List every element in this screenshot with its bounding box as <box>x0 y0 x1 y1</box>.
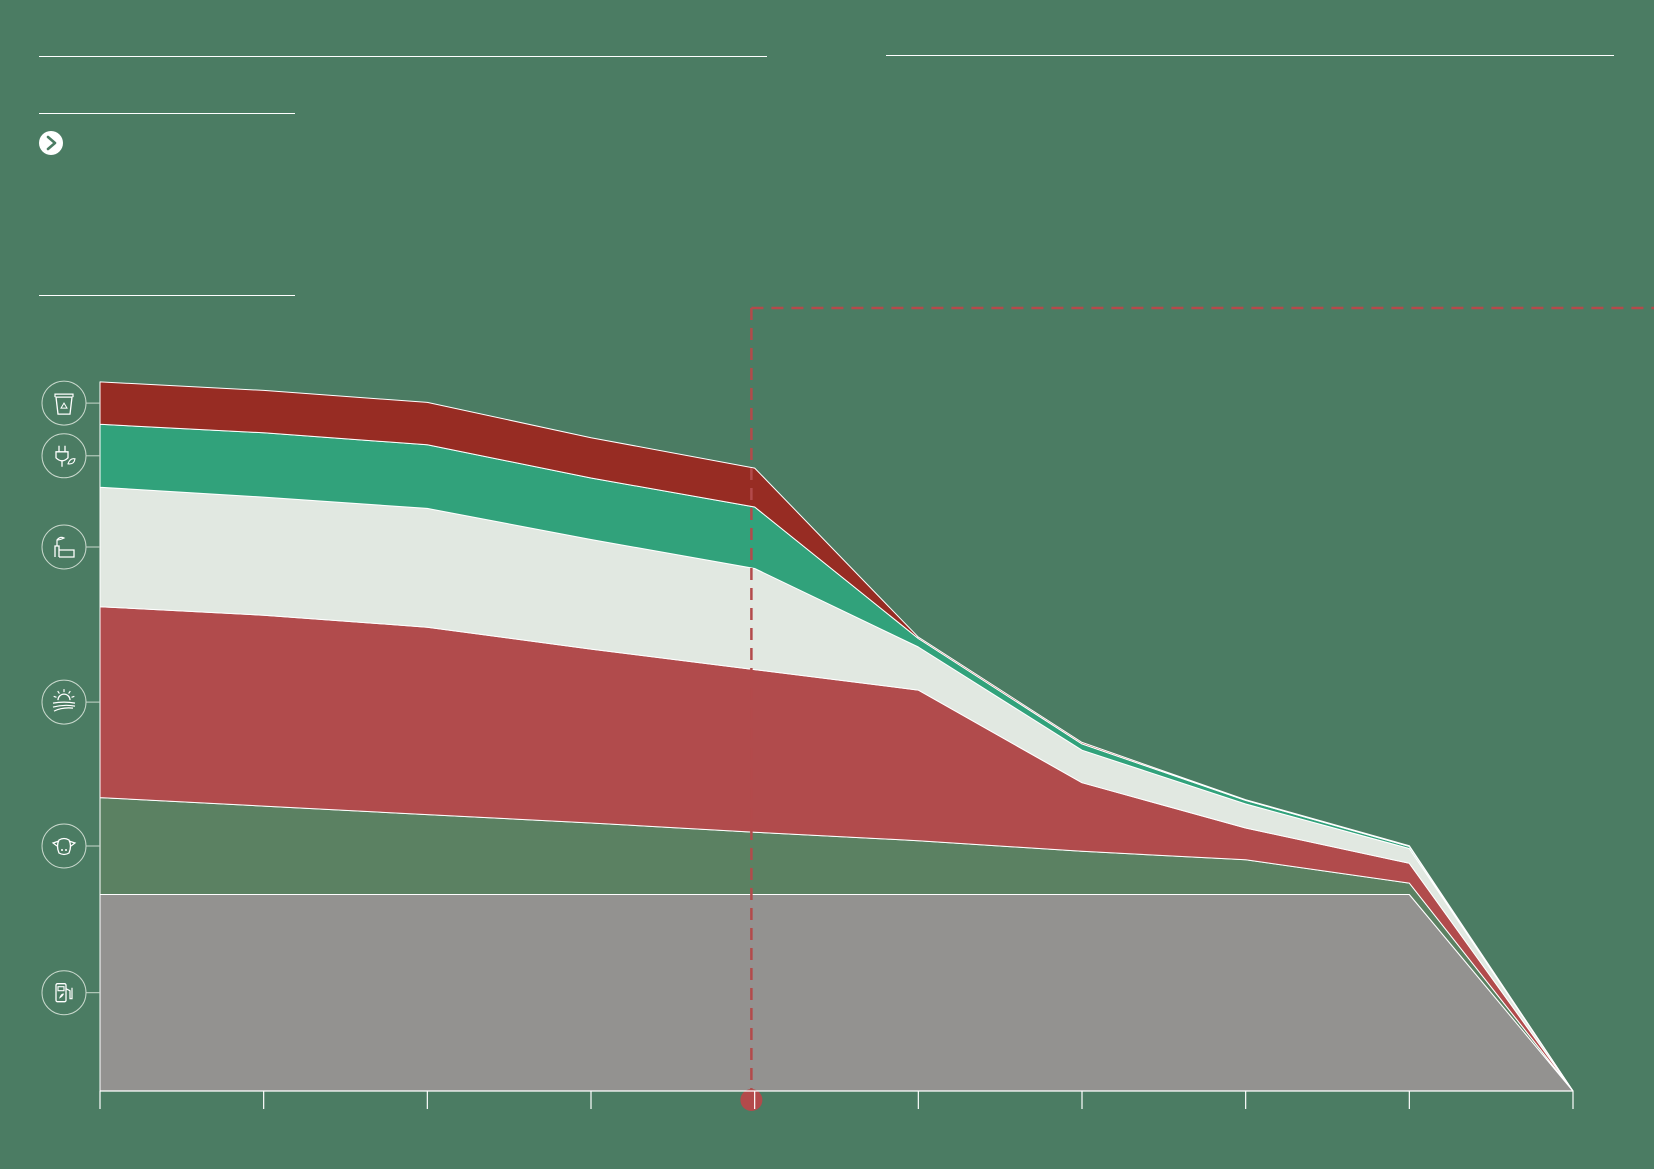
farmland-sun-icon <box>41 679 100 725</box>
recycle-bin-icon <box>41 380 100 426</box>
chevron-right-circle-icon[interactable] <box>39 131 63 155</box>
x-axis <box>99 1090 1574 1109</box>
legend-icons <box>41 380 100 1016</box>
fuel-pump-icon <box>41 970 100 1016</box>
marker-dot[interactable] <box>740 1089 763 1111</box>
area-series-1 <box>99 894 1574 1092</box>
chart-areas <box>99 381 1574 1092</box>
area-series-6 <box>99 381 1574 1092</box>
plug-leaf-icon <box>41 433 100 479</box>
projection-marker <box>740 306 1654 1111</box>
factory-plant-icon <box>41 524 100 570</box>
cow-icon <box>41 823 100 869</box>
